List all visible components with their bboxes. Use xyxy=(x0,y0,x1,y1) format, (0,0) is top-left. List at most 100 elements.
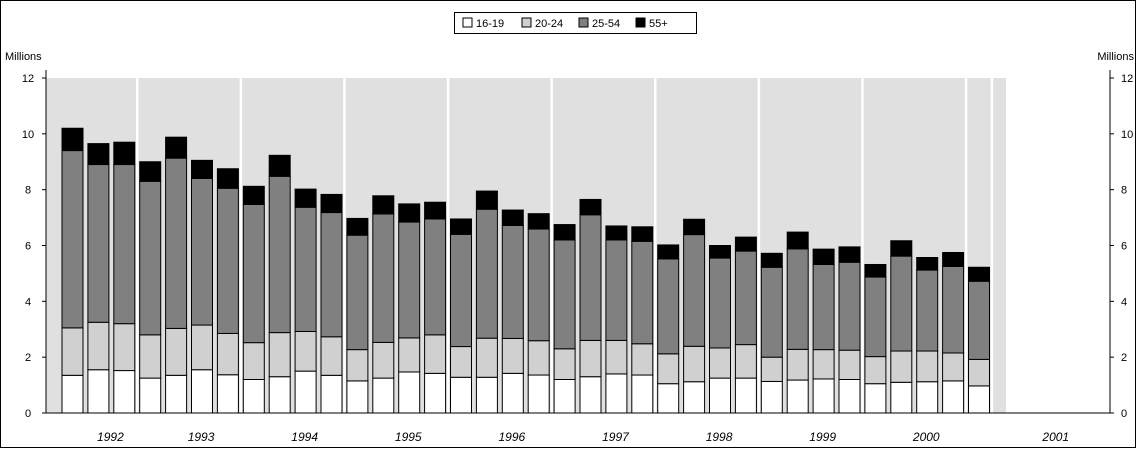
bar-27-series-16-19 xyxy=(760,380,783,414)
year-label-1994: 1994 xyxy=(291,430,318,444)
bar-31-series-16-19 xyxy=(864,383,887,414)
bar-18-series-16-19 xyxy=(527,374,550,414)
bar-17-series-55+ xyxy=(501,209,524,226)
bar-13-series-25-54 xyxy=(398,221,421,339)
bar-12-series-16-19 xyxy=(372,377,395,414)
bar-18-series-20-24 xyxy=(527,340,550,376)
bar-30-series-25-54 xyxy=(838,261,861,351)
bar-4-series-25-54 xyxy=(165,157,188,329)
bar-18-series-25-54 xyxy=(527,228,550,342)
bar-24-series-16-19 xyxy=(683,381,706,414)
legend-label-55-plus: 55+ xyxy=(649,18,668,30)
bar-27-series-55+ xyxy=(760,252,783,268)
bar-9-series-20-24 xyxy=(294,330,317,372)
bar-13-series-55+ xyxy=(398,203,421,223)
bar-16-series-20-24 xyxy=(475,337,498,378)
bar-21-series-16-19 xyxy=(605,373,628,414)
left-tick-label-12: 12 xyxy=(22,73,34,85)
bar-9-series-55+ xyxy=(294,188,317,208)
bar-23-series-55+ xyxy=(657,244,680,260)
bar-12-series-55+ xyxy=(372,195,395,215)
bar-33-series-20-24 xyxy=(916,350,939,383)
bar-6-series-25-54 xyxy=(216,187,239,334)
left-tick-label-4: 4 xyxy=(25,296,31,308)
bar-25-series-25-54 xyxy=(709,257,731,349)
bar-15-series-55+ xyxy=(450,218,472,235)
bar-5-series-55+ xyxy=(191,159,213,180)
bar-32-series-55+ xyxy=(890,240,913,257)
right-tick-label-2: 2 xyxy=(1121,352,1127,364)
legend: 16-19 20-24 25-54 55+ xyxy=(454,12,697,34)
right-tick-label-10: 10 xyxy=(1121,129,1133,141)
left-tick-label-10: 10 xyxy=(22,129,34,141)
bar-14-series-16-19 xyxy=(424,372,447,414)
bar-25-series-20-24 xyxy=(709,347,731,379)
legend-swatch-25-54 xyxy=(578,17,589,28)
year-label-1998: 1998 xyxy=(706,430,733,444)
right-tick-label-12: 12 xyxy=(1121,73,1133,85)
bar-29-series-16-19 xyxy=(812,378,835,414)
bar-8-series-20-24 xyxy=(268,332,291,378)
bar-17-series-20-24 xyxy=(501,337,524,374)
bar-1-series-16-19 xyxy=(87,369,110,414)
legend-swatch-20-24 xyxy=(521,17,532,28)
bar-0-series-20-24 xyxy=(61,327,84,376)
bar-16-series-55+ xyxy=(475,190,498,210)
bar-2-series-20-24 xyxy=(113,323,136,372)
bar-4-series-20-24 xyxy=(165,327,188,376)
bar-22-series-16-19 xyxy=(631,374,654,414)
bar-19-series-25-54 xyxy=(553,239,576,350)
year-label-1992: 1992 xyxy=(97,430,124,444)
bar-33-series-16-19 xyxy=(916,381,939,414)
bar-30-series-16-19 xyxy=(838,379,861,414)
year-label-2000: 2000 xyxy=(912,430,940,444)
right-tick-label-6: 6 xyxy=(1121,241,1127,253)
legend-label-25-54: 25-54 xyxy=(592,18,620,30)
bar-34-series-55+ xyxy=(942,251,965,267)
bar-17-series-16-19 xyxy=(501,372,524,414)
bar-19-series-55+ xyxy=(553,224,576,241)
bar-18-series-55+ xyxy=(527,213,550,230)
bar-31-series-25-54 xyxy=(864,276,887,358)
bar-7-series-20-24 xyxy=(242,342,265,380)
bar-30-series-55+ xyxy=(838,246,861,263)
bar-2-series-55+ xyxy=(113,141,136,166)
bar-23-series-16-19 xyxy=(657,383,680,414)
bar-1-series-20-24 xyxy=(87,321,110,371)
bar-0-series-55+ xyxy=(61,127,84,152)
left-tick-label-2: 2 xyxy=(25,352,31,364)
bar-8-series-25-54 xyxy=(268,175,291,334)
bar-22-series-20-24 xyxy=(631,343,654,376)
year-label-1996: 1996 xyxy=(498,430,525,444)
axes: 0 2 4 6 8 10 12 0 2 4 6 8 10 12 1992 1993 1994 1995 1996 19… xyxy=(22,70,1133,444)
bar-25-series-55+ xyxy=(709,245,731,259)
bar-11-series-25-54 xyxy=(346,234,369,351)
bar-8-series-16-19 xyxy=(268,376,291,414)
bar-26-series-55+ xyxy=(734,236,757,252)
year-label-1999: 1999 xyxy=(809,430,836,444)
right-axis-label: Millions xyxy=(1097,51,1134,63)
bar-5-series-20-24 xyxy=(191,324,213,371)
bar-5-series-25-54 xyxy=(191,178,213,326)
bar-31-series-55+ xyxy=(864,263,887,278)
bar-9-series-25-54 xyxy=(294,206,317,332)
bar-35-series-16-19 xyxy=(968,385,990,414)
bar-7-series-25-54 xyxy=(242,203,265,344)
bar-23-series-20-24 xyxy=(657,353,680,385)
bar-20-series-20-24 xyxy=(579,339,602,378)
bar-25-series-16-19 xyxy=(709,377,731,414)
bar-8-series-55+ xyxy=(268,154,291,177)
bar-10-series-55+ xyxy=(320,193,343,214)
bar-28-series-55+ xyxy=(786,231,809,250)
bar-17-series-25-54 xyxy=(501,224,524,339)
bar-14-series-25-54 xyxy=(424,218,447,336)
bar-28-series-20-24 xyxy=(786,348,809,381)
bar-0-series-16-19 xyxy=(61,374,84,414)
bar-4-series-16-19 xyxy=(165,374,188,414)
bar-35-series-55+ xyxy=(968,266,990,282)
bar-35-series-20-24 xyxy=(968,358,990,387)
bar-2-series-16-19 xyxy=(113,370,136,414)
bar-2-series-25-54 xyxy=(113,164,136,325)
bar-15-series-25-54 xyxy=(450,233,472,348)
